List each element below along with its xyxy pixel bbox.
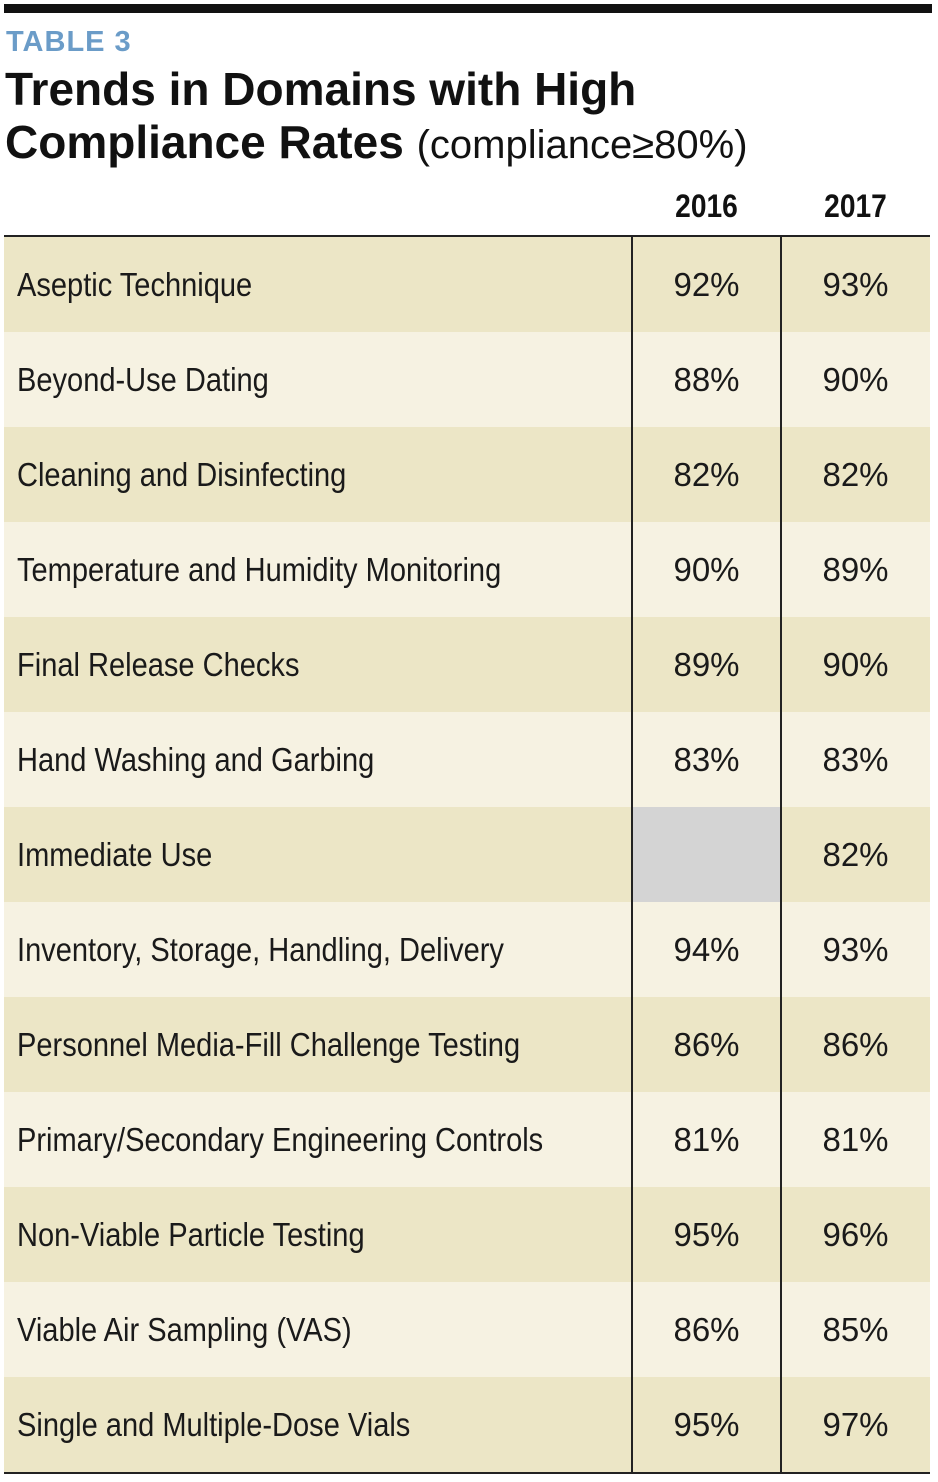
value-cell: 83% (673, 741, 740, 778)
value-cell: 88% (673, 361, 740, 398)
value-cell: 90% (822, 646, 889, 683)
table-title: Trends in Domains with High Compliance R… (5, 63, 637, 168)
row-label: Primary/Secondary Engineering Controls (17, 1121, 544, 1158)
row-label: Hand Washing and Garbing (17, 741, 375, 778)
table-row: Primary/Secondary Engineering Controls 81… (4, 1092, 930, 1187)
value-cell: 86% (673, 1311, 740, 1348)
row-label: Inventory, Storage, Handling, Delivery (17, 931, 504, 968)
value-cell: 89% (822, 551, 889, 588)
row-label: Personnel Media-Fill Challenge Testing (17, 1026, 521, 1063)
value-cell: 86% (822, 1026, 889, 1063)
bottom-rule (4, 1472, 930, 1474)
value-cell: 93% (822, 931, 889, 968)
value-cell: 85% (822, 1311, 889, 1348)
value-cell: 89% (673, 646, 740, 683)
table-row: Final Release Checks 89% 90% (4, 617, 930, 712)
value-cell: 95% (673, 1406, 740, 1443)
title-wrap: Trends in Domains with High Compliance R… (5, 63, 765, 172)
header-rule (4, 235, 930, 237)
value-cell: 82% (822, 836, 889, 873)
row-label: Single and Multiple-Dose Vials (17, 1406, 411, 1443)
value-cell: 94% (673, 931, 740, 968)
table-row: Temperature and Humidity Monitoring 90% 89… (4, 522, 930, 617)
value-cell: 86% (673, 1026, 740, 1063)
column-header: 2017 (824, 188, 887, 224)
row-label: Viable Air Sampling (VAS) (17, 1311, 352, 1348)
row-label: Non-Viable Particle Testing (17, 1216, 365, 1253)
table-row: Hand Washing and Garbing 83% 83% (4, 712, 930, 807)
value-cell: 92% (673, 266, 740, 303)
empty-cell (632, 807, 781, 902)
row-label: Aseptic Technique (17, 266, 253, 303)
table-row: Viable Air Sampling (VAS) 86% 85% (4, 1282, 930, 1377)
value-cell: 81% (673, 1121, 740, 1158)
title-block: Trends in Domains with High Compliance R… (5, 63, 905, 172)
table-row: Single and Multiple-Dose Vials 95% 97% (4, 1377, 930, 1472)
row-label: Temperature and Humidity Monitoring (17, 551, 502, 588)
row-label: Beyond-Use Dating (17, 361, 269, 398)
table-row: Non-Viable Particle Testing 95% 96% (4, 1187, 930, 1282)
table-row: Cleaning and Disinfecting 82% 82% (4, 427, 930, 522)
value-cell: 93% (822, 266, 889, 303)
row-label: Immediate Use (17, 836, 213, 873)
table-row: Personnel Media-Fill Challenge Testing 86… (4, 997, 930, 1092)
value-cell: 96% (822, 1216, 889, 1253)
table-label: TABLE 3 (6, 26, 132, 58)
table-row: Aseptic Technique 92% 93% (4, 237, 930, 332)
top-bar (4, 4, 932, 13)
table-row: Beyond-Use Dating 88% 90% (4, 332, 930, 427)
table-row: Inventory, Storage, Handling, Delivery 94… (4, 902, 930, 997)
value-cell: 95% (673, 1216, 740, 1253)
table-subtitle: (compliance≥80%) (416, 123, 748, 167)
value-cell: 82% (673, 456, 740, 493)
table-row: Immediate Use 82% (4, 807, 930, 902)
value-cell: 90% (673, 551, 740, 588)
row-label: Cleaning and Disinfecting (17, 456, 347, 493)
value-cell: 90% (822, 361, 889, 398)
table-body: Aseptic Technique 92% 93% Beyond-Use Dating… (4, 237, 930, 1472)
value-cell: 81% (822, 1121, 889, 1158)
value-cell: 82% (822, 456, 889, 493)
column-divider (631, 237, 633, 1472)
value-cell: 83% (822, 741, 889, 778)
value-cell: 97% (822, 1406, 889, 1443)
row-label: Final Release Checks (17, 646, 300, 683)
column-divider (780, 237, 782, 1472)
column-header: 2016 (675, 188, 738, 224)
